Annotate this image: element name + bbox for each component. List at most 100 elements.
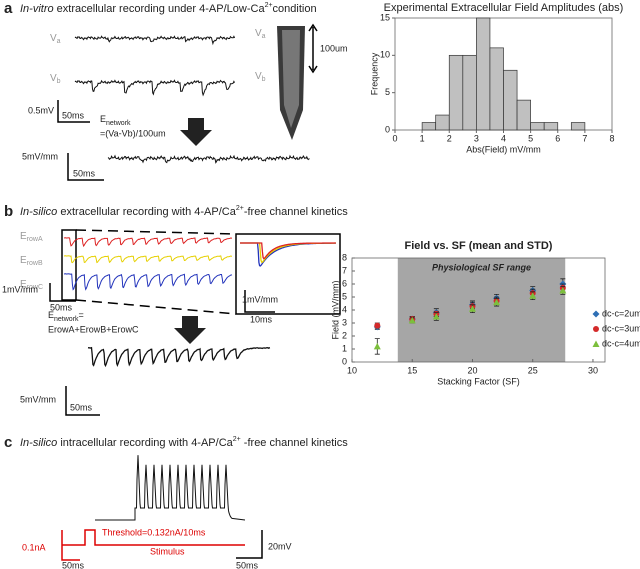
bar — [421, 122, 437, 131]
scale-bar — [67, 153, 104, 181]
y-tick-label: 15 — [380, 12, 390, 22]
y-tick-label: 5 — [385, 87, 390, 97]
marker — [374, 322, 381, 329]
scale-label: 5mV/mm — [20, 394, 56, 404]
x-axis-label: Stacking Factor (SF) — [437, 376, 520, 386]
trace-label: ErowA — [20, 231, 43, 243]
y-tick-label: 1 — [342, 343, 347, 353]
marker — [373, 342, 381, 350]
chart-title: Field vs. SF (mean and STD) — [405, 240, 553, 252]
bar — [476, 17, 491, 131]
marker — [592, 310, 600, 318]
y-tick-label: 8 — [342, 252, 347, 262]
scale-bar — [65, 386, 100, 416]
x-tick-label: 30 — [588, 365, 598, 375]
shaded-region — [397, 258, 566, 362]
bar — [448, 54, 464, 131]
bar — [530, 122, 545, 131]
panel-letter: b — [4, 203, 13, 220]
scale-label: 50ms — [62, 560, 85, 569]
trace-label: ErowB — [20, 255, 43, 267]
legend-label: dc-c=3um — [602, 323, 640, 333]
region-label: Physiological SF range — [432, 262, 531, 272]
trace — [240, 242, 336, 263]
stimulus-label: Stimulus — [150, 546, 185, 556]
scale-label: 50ms — [62, 110, 85, 120]
zoom-line — [75, 229, 237, 315]
scale-label: 1mV/mm — [2, 284, 38, 294]
trace — [240, 242, 336, 267]
y-tick-label: 0 — [342, 356, 347, 366]
marker — [592, 340, 600, 347]
y-tick-label: 10 — [380, 50, 390, 60]
scale-label: 20mV — [268, 541, 292, 551]
x-tick-label: 8 — [609, 133, 614, 143]
x-tick-label: 2 — [447, 133, 452, 143]
bar — [570, 122, 586, 131]
panel-letter: c — [4, 434, 12, 451]
trace — [63, 237, 232, 248]
trace-label: ErowC — [20, 279, 43, 291]
scale-bar — [236, 530, 263, 559]
trace — [74, 35, 236, 46]
y-tick-label: 7 — [342, 265, 347, 275]
trace — [63, 255, 233, 264]
bar — [503, 69, 518, 131]
marker — [468, 305, 476, 312]
marker — [529, 292, 537, 299]
x-tick-label: 20 — [467, 365, 477, 375]
trace — [63, 273, 233, 291]
panel-letter: a — [4, 0, 13, 17]
x-tick-label: 4 — [501, 133, 506, 143]
equation: Enetwork= — [48, 310, 84, 322]
trace — [74, 79, 236, 97]
legend-label: dc-c=2um — [602, 308, 640, 318]
trace — [240, 242, 336, 260]
x-tick-label: 1 — [420, 133, 425, 143]
trace-label: Vb — [50, 73, 61, 85]
y-tick-label: 6 — [342, 278, 347, 288]
y-tick-label: 4 — [342, 304, 347, 314]
y-tick-label: 2 — [342, 330, 347, 340]
scale-bar — [49, 283, 76, 302]
equation: =(Va-Vb)/100um — [100, 128, 166, 138]
trace — [107, 154, 310, 164]
trace — [87, 346, 271, 368]
scale-label: 50ms — [73, 168, 96, 178]
x-tick-label: 25 — [528, 365, 538, 375]
bar — [489, 47, 504, 131]
scale-label: 0.1nA — [22, 542, 46, 552]
bar — [543, 122, 559, 131]
x-tick-label: 0 — [392, 133, 397, 143]
threshold-label: Threshold=0.132nA/10ms — [102, 527, 206, 537]
arrow — [174, 316, 206, 344]
zoom-box — [61, 229, 77, 301]
scale-label: 5mV/mm — [22, 151, 58, 161]
trace-label: Va — [50, 33, 61, 45]
marker — [432, 313, 440, 320]
arrow — [180, 118, 212, 146]
x-tick-label: 15 — [407, 365, 417, 375]
equation: ErowA+ErowB+ErowC — [48, 324, 139, 334]
x-tick-label: 5 — [528, 133, 533, 143]
probe-label: Vb — [255, 71, 266, 83]
x-axis-label: Abs(Field) mV/mm — [466, 144, 541, 154]
scale-bar — [61, 530, 80, 561]
probe-arrow — [308, 23, 318, 74]
chart-title: Experimental Extracellular Field Amplitu… — [384, 2, 624, 14]
scale-label: 0.5mV — [28, 105, 54, 115]
marker — [559, 287, 567, 294]
x-tick-label: 10 — [347, 365, 357, 375]
scale-bar — [244, 290, 275, 313]
probe-label: Va — [255, 28, 266, 40]
scale-label: 10ms — [250, 314, 273, 324]
panel-title: In-silico intracellular recording with 4… — [20, 436, 348, 449]
inset-box — [235, 233, 341, 315]
panel-title: In-vitro extracellular recording under 4… — [20, 2, 317, 15]
y-axis-label: Field (mV/mm) — [330, 281, 340, 340]
x-tick-label: 3 — [474, 133, 479, 143]
stimulus-trace — [62, 529, 245, 546]
bar — [462, 54, 477, 131]
y-tick-label: 0 — [385, 124, 390, 134]
